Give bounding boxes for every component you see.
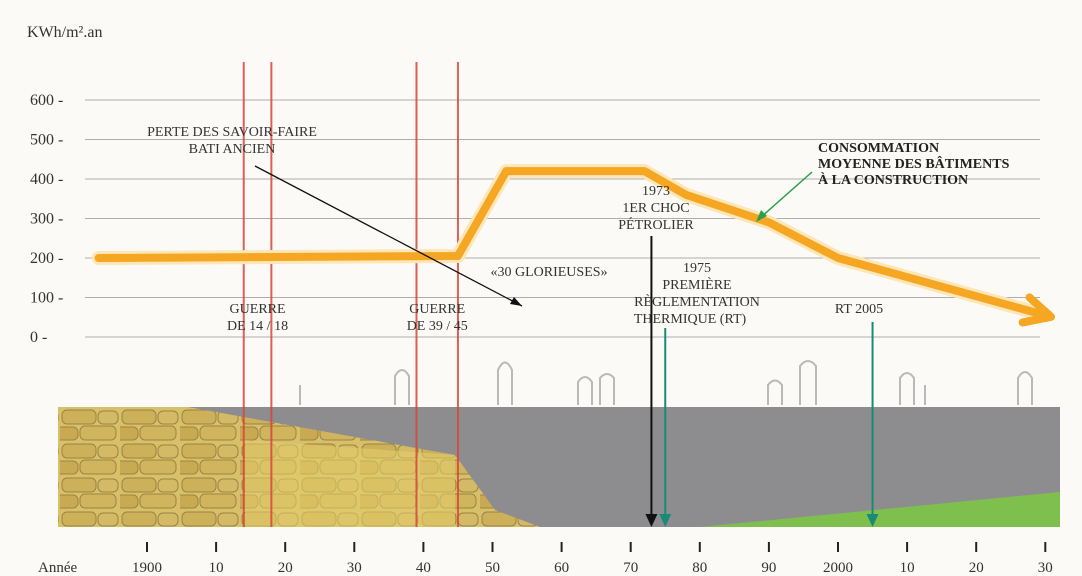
annotation-petrolier: PÉTROLIER	[618, 216, 694, 233]
y-tick-label: 300 -	[30, 211, 63, 228]
x-tick-label: 10	[900, 560, 915, 576]
x-tick-label: 70	[623, 560, 638, 576]
series-glow	[91, 164, 1053, 323]
x-tick-label: 80	[692, 560, 707, 576]
event-markers	[645, 236, 879, 527]
x-axis-ticks: 1900 10 20 30 40 50 60 70 80 90 2000 10 20 30	[132, 542, 1053, 576]
y-axis-ticks: 600 - 500 - 400 - 300 - 200 - 100 - 0 -	[30, 92, 63, 346]
annotation-1973: 1973	[642, 184, 670, 199]
y-axis-label: KWh/m².an	[27, 24, 102, 41]
x-tick-label: 30	[1038, 560, 1053, 576]
annotation-premiere: PREMIÈRE	[662, 276, 731, 293]
legend-line-2: MOYENNE DES BÂTIMENTS	[818, 155, 1010, 172]
savoir-faire-arrow	[254, 165, 523, 307]
yellow-fill	[245, 440, 455, 527]
x-tick-label: 50	[485, 560, 500, 576]
war-label-line2: DE 14 / 18	[227, 319, 288, 334]
y-tick-label: 100 -	[30, 290, 63, 307]
event-marker-arrowhead	[645, 514, 658, 527]
building-sketches	[299, 360, 1033, 405]
green-wedge	[700, 492, 1060, 527]
war-label-line1: GUERRE	[409, 302, 465, 317]
y-tick-label: 400 -	[30, 171, 63, 188]
consumption-label-arrow	[759, 171, 813, 219]
annotation-reglementation: RÈGLEMENTATION	[634, 293, 760, 310]
annotation-savoir-faire: PERTE DES SAVOIR-FAIRE	[147, 125, 317, 140]
x-axis-label: Année	[38, 560, 77, 576]
x-tick-label: 2000	[823, 560, 853, 576]
annotation-30-glorieuses: «30 GLORIEUSES»	[490, 265, 607, 280]
annotation-rt2005: RT 2005	[835, 302, 883, 317]
series-arrowhead	[1018, 293, 1056, 327]
annotation-choc: 1ER CHOC	[622, 201, 689, 216]
series-layer	[91, 164, 1056, 327]
war-labels: GUERRE DE 14 / 18 GUERRE DE 39 / 45	[227, 302, 468, 334]
war-label-line1: GUERRE	[230, 302, 286, 317]
annotation-1975: 1975	[683, 261, 711, 276]
war-label-line2: DE 39 / 45	[407, 319, 468, 334]
war-period-lines	[242, 62, 459, 527]
x-tick-label: 30	[347, 560, 362, 576]
event-marker-arrowhead	[659, 514, 672, 527]
annotation-thermique: THERMIQUE (RT)	[634, 312, 747, 327]
legend-line-1: CONSOMMATION	[818, 141, 939, 156]
annotation-bati-ancien: BATI ANCIEN	[189, 142, 276, 157]
event-marker-arrowhead	[866, 514, 879, 527]
savoir-faire-arrowhead	[510, 297, 522, 306]
x-tick-label: 90	[761, 560, 776, 576]
x-tick-label: 20	[969, 560, 984, 576]
x-tick-label: 1900	[132, 560, 162, 576]
consumption-label-arrowhead	[756, 210, 767, 222]
y-tick-label: 0 -	[30, 329, 47, 346]
annotations: PERTE DES SAVOIR-FAIRE BATI ANCIEN «30 G…	[147, 125, 1009, 327]
y-tick-label: 600 -	[30, 92, 63, 109]
x-tick-label: 10	[209, 560, 224, 576]
series-line	[94, 167, 1050, 320]
x-tick-label: 20	[278, 560, 293, 576]
x-tick-label: 40	[416, 560, 431, 576]
ground-illustration	[58, 360, 1060, 527]
x-tick-label: 60	[554, 560, 569, 576]
y-tick-label: 500 -	[30, 132, 63, 149]
y-tick-label: 200 -	[30, 250, 63, 267]
legend-line-3: À LA CONSTRUCTION	[818, 171, 968, 188]
